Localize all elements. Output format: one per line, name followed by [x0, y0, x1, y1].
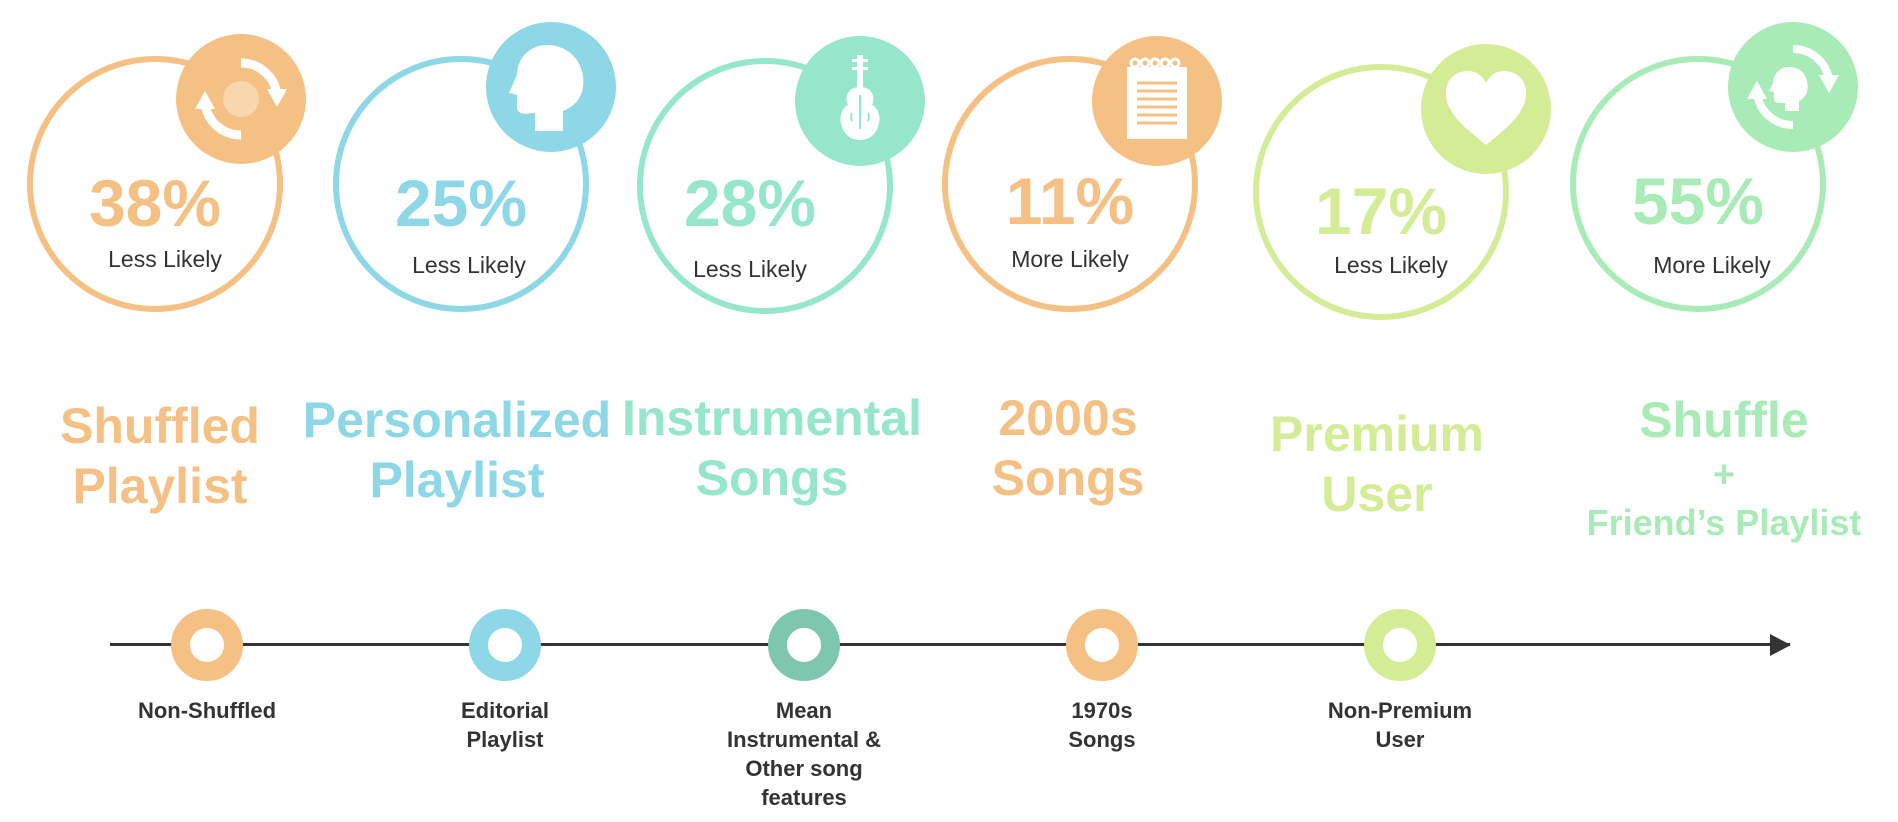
baseline-label-line: Non-Premium	[1327, 698, 1473, 723]
violin-icon-badge	[795, 36, 925, 166]
card-title-line: Shuffle	[1639, 392, 1809, 448]
stat-direction: More Likely	[1653, 252, 1771, 278]
head-profile-icon-badge	[486, 22, 616, 152]
stat-direction: Less Likely	[412, 252, 526, 278]
head-profile-icon	[509, 45, 584, 131]
card-title: Instrumental Songs	[612, 388, 932, 508]
violin-icon	[840, 55, 880, 140]
timeline-arrowhead	[1770, 634, 1791, 656]
heart-icon	[1446, 71, 1526, 145]
card-title-line: User	[1321, 466, 1433, 522]
timeline-node	[171, 609, 243, 681]
card-title-line: Premium	[1270, 406, 1484, 462]
card-title-line: +	[1712, 454, 1736, 496]
baseline-label: Editorial Playlist	[395, 696, 615, 754]
timeline-node	[768, 609, 840, 681]
stat-direction: Less Likely	[1334, 252, 1448, 278]
stat-percentage: 25%	[394, 166, 528, 240]
timeline-node	[1364, 609, 1436, 681]
stat-percentage: 11%	[1005, 164, 1135, 238]
card-title-line: Friend’s Playlist	[1586, 502, 1862, 543]
baseline-label-line: Mean	[775, 698, 833, 723]
stat-percentage: 28%	[683, 166, 817, 240]
notepad-icon-badge	[1092, 36, 1222, 166]
stat-direction: Less Likely	[108, 246, 222, 272]
card-personalized-playlist: 25% Less Likely Personalized Playlist	[303, 0, 616, 560]
timeline-node	[1066, 609, 1138, 681]
heart-icon-badge	[1421, 44, 1551, 174]
baseline-label-line: Playlist	[466, 727, 544, 752]
card-title: Premium User	[1227, 404, 1527, 524]
card-title-line: Playlist	[369, 452, 545, 508]
stat-direction: More Likely	[1011, 246, 1129, 272]
baseline-label-line: Other song	[745, 756, 863, 781]
card-title-line: Playlist	[72, 458, 248, 514]
stat-direction: Less Likely	[693, 256, 807, 282]
card-title-line: Personalized	[302, 392, 612, 448]
baseline-label: Mean Instrumental & Other song features	[694, 696, 914, 812]
shuffle-icon	[195, 58, 287, 140]
baseline-label: Non-Premium User	[1290, 696, 1510, 754]
notepad-icon	[1127, 57, 1187, 139]
baseline-label: Non-Shuffled	[97, 696, 317, 725]
shuffle-person-icon-badge	[1728, 22, 1858, 152]
card-title: Shuffle + Friend’s Playlist	[1550, 390, 1898, 546]
baseline-label-line: 1970s	[1071, 698, 1133, 723]
card-title-line: Instrumental	[621, 390, 923, 446]
baseline-label-line: Non-Shuffled	[137, 698, 277, 723]
baseline-label-line: features	[761, 785, 847, 810]
baseline-label-line: Editorial	[460, 698, 549, 723]
shuffle-icon-badge	[176, 34, 306, 164]
timeline-axis	[110, 643, 1790, 646]
timeline-node	[469, 609, 541, 681]
card-title-line: Shuffled	[60, 398, 260, 454]
card-title: 2000s Songs	[918, 388, 1218, 508]
stat-percentage: 38%	[88, 166, 222, 240]
baseline-label-line: User	[1375, 727, 1425, 752]
card-shuffle-friends-playlist: 55% More Likely Shuffle + Friend’s Playl…	[1550, 0, 1898, 560]
card-title-line: Songs	[991, 450, 1145, 506]
card-title: Shuffled Playlist	[40, 396, 280, 516]
baseline-label-line: Instrumental &	[726, 727, 882, 752]
baseline-label: 1970s Songs	[992, 696, 1212, 754]
baseline-label-line: Songs	[1068, 727, 1136, 752]
shuffle-person-icon	[1747, 44, 1839, 130]
card-title-line: 2000s	[998, 390, 1138, 446]
stat-percentage: 55%	[1631, 164, 1765, 238]
card-2000s-songs: 11% More Likely 2000s Songs	[918, 0, 1222, 560]
card-title-line: Songs	[695, 450, 849, 506]
card-shuffled-playlist: 38% Less Likely Shuffled Playlist	[0, 0, 306, 560]
stat-percentage: 17%	[1314, 174, 1448, 248]
card-instrumental-songs: 28% Less Likely Instrumental Songs	[612, 0, 925, 560]
card-premium-user: 17% Less Likely Premium User	[1227, 0, 1551, 560]
card-title: Personalized Playlist	[297, 390, 617, 510]
